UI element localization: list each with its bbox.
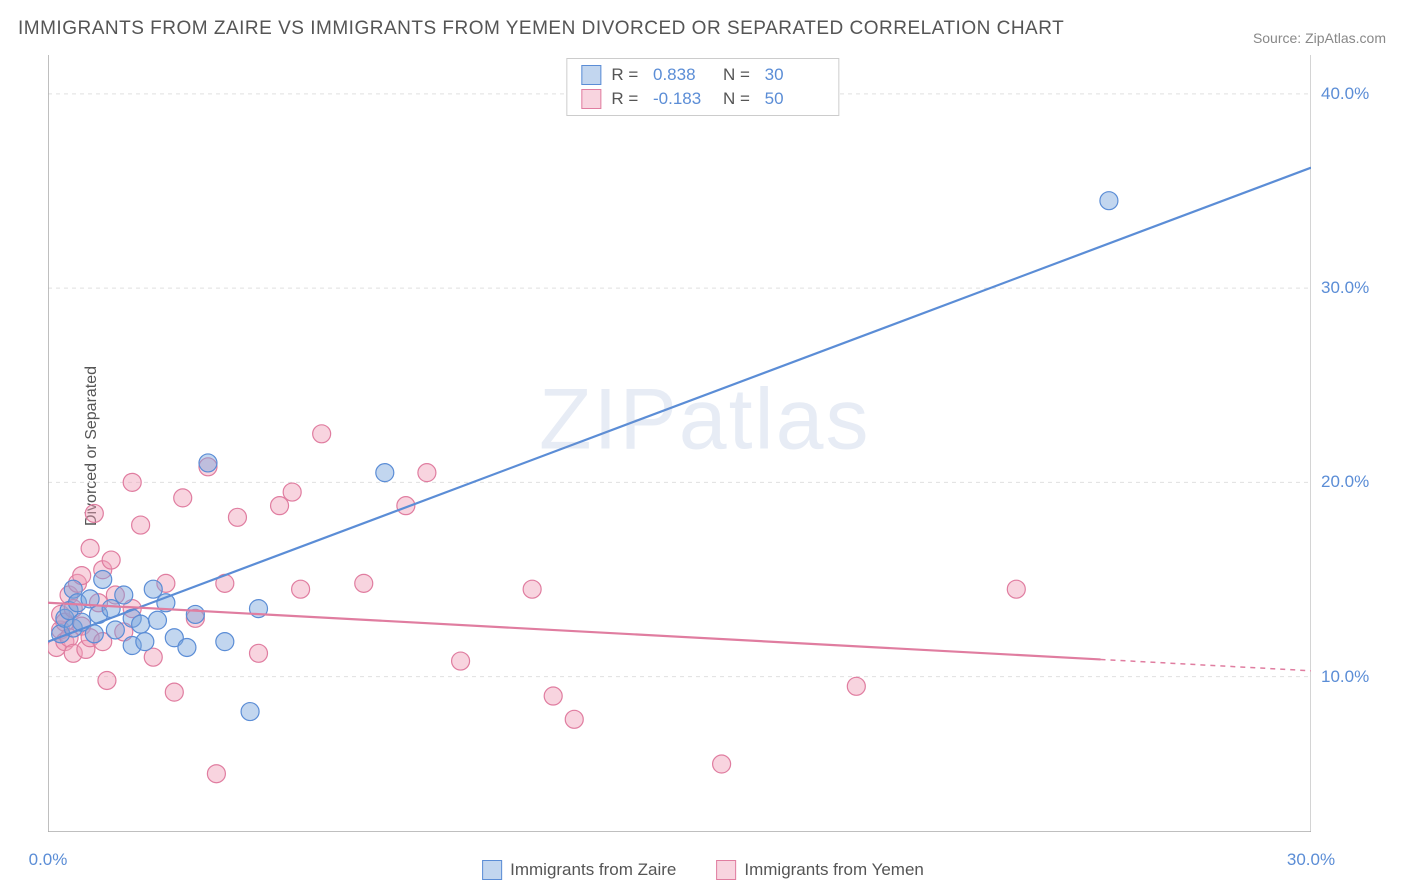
scatter-chart [48, 55, 1311, 832]
legend-item-yemen: Immigrants from Yemen [716, 860, 924, 880]
x-tick-label: 0.0% [29, 850, 68, 870]
y-tick-label: 10.0% [1321, 667, 1391, 687]
plot-area: ZIPatlas 10.0%20.0%30.0%40.0% 0.0%30.0% [48, 55, 1311, 832]
page-title: IMMIGRANTS FROM ZAIRE VS IMMIGRANTS FROM… [18, 18, 1064, 40]
y-tick-label: 40.0% [1321, 84, 1391, 104]
r-value-yemen: -0.183 [653, 89, 713, 109]
n-label: N = [723, 65, 755, 85]
legend-item-zaire: Immigrants from Zaire [482, 860, 676, 880]
swatch-zaire [482, 860, 502, 880]
r-label: R = [611, 89, 643, 109]
x-tick-label: 30.0% [1287, 850, 1335, 870]
correlation-legend: R = 0.838 N = 30 R = -0.183 N = 50 [566, 58, 839, 116]
r-label: R = [611, 65, 643, 85]
legend-label-yemen: Immigrants from Yemen [744, 860, 924, 880]
legend-row-yemen: R = -0.183 N = 50 [581, 87, 824, 111]
swatch-zaire [581, 65, 601, 85]
r-value-zaire: 0.838 [653, 65, 713, 85]
series-legend: Immigrants from Zaire Immigrants from Ye… [482, 860, 924, 880]
swatch-yemen [716, 860, 736, 880]
source-label: Source: ZipAtlas.com [1253, 30, 1386, 46]
n-value-zaire: 30 [765, 65, 825, 85]
n-label: N = [723, 89, 755, 109]
swatch-yemen [581, 89, 601, 109]
legend-label-zaire: Immigrants from Zaire [510, 860, 676, 880]
n-value-yemen: 50 [765, 89, 825, 109]
legend-row-zaire: R = 0.838 N = 30 [581, 63, 824, 87]
y-tick-label: 30.0% [1321, 278, 1391, 298]
y-tick-label: 20.0% [1321, 472, 1391, 492]
